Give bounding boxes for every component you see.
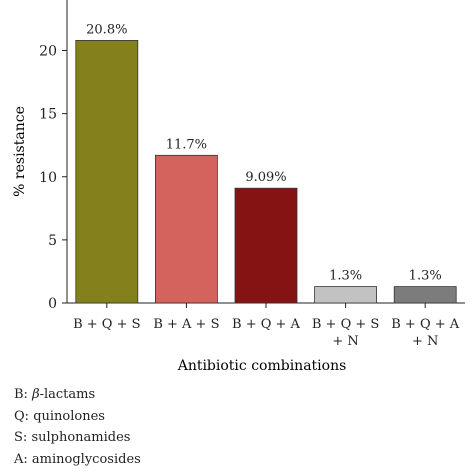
data-label: 1.3% — [409, 269, 442, 284]
legend-text: quinolones — [33, 408, 105, 424]
x-tick-label: B + A + S — [153, 317, 219, 332]
legend-note-q: Q: quinolones — [14, 406, 141, 428]
y-tick-label: 20 — [39, 44, 57, 60]
x-axis-label: Antibiotic combinations — [177, 358, 347, 374]
legend-note-s: S: sulphonamides — [14, 427, 141, 449]
legend-key: B: — [14, 387, 28, 402]
y-tick-label: 10 — [39, 170, 57, 186]
bar — [154, 154, 218, 304]
legend-key: A: — [14, 451, 28, 467]
legend-key: S: — [14, 430, 28, 445]
legend-text: -lactams — [39, 387, 96, 402]
abbreviation-legend: B: β-lactams Q: quinolones S: sulphonami… — [14, 384, 141, 470]
legend-beta-symbol: β — [32, 387, 40, 402]
bar — [75, 40, 139, 304]
x-tick-label: B + Q + S — [73, 317, 140, 332]
bar — [314, 286, 378, 304]
bar-chart: % resistance Antibiotic combinations 0 5 1… — [12, 0, 465, 374]
data-label: 20.8% — [86, 22, 127, 37]
x-tick-label: + N — [412, 334, 438, 349]
y-tick-label: 0 — [48, 296, 57, 312]
x-tick-label: B + Q + S — [312, 317, 379, 332]
y-axis-label: % resistance — [12, 106, 28, 197]
data-label: 9.09% — [245, 170, 286, 185]
data-label: 11.7% — [166, 137, 207, 152]
y-tick-label: 15 — [39, 107, 57, 123]
bar — [393, 286, 457, 304]
data-label: 1.3% — [329, 269, 362, 284]
y-tick-label: 5 — [48, 233, 57, 249]
legend-text: sulphonamides — [31, 430, 131, 445]
x-tick-label: B + Q + A — [232, 317, 301, 332]
legend-note-a: A: aminoglycosides — [14, 449, 141, 471]
legend-key: Q: — [14, 408, 30, 424]
bar — [234, 187, 298, 304]
x-tick-label: B + Q + A — [391, 317, 460, 332]
legend-note-b: B: β-lactams — [14, 384, 141, 406]
legend-text: aminoglycosides — [31, 451, 141, 467]
x-tick-label: + N — [332, 334, 358, 349]
